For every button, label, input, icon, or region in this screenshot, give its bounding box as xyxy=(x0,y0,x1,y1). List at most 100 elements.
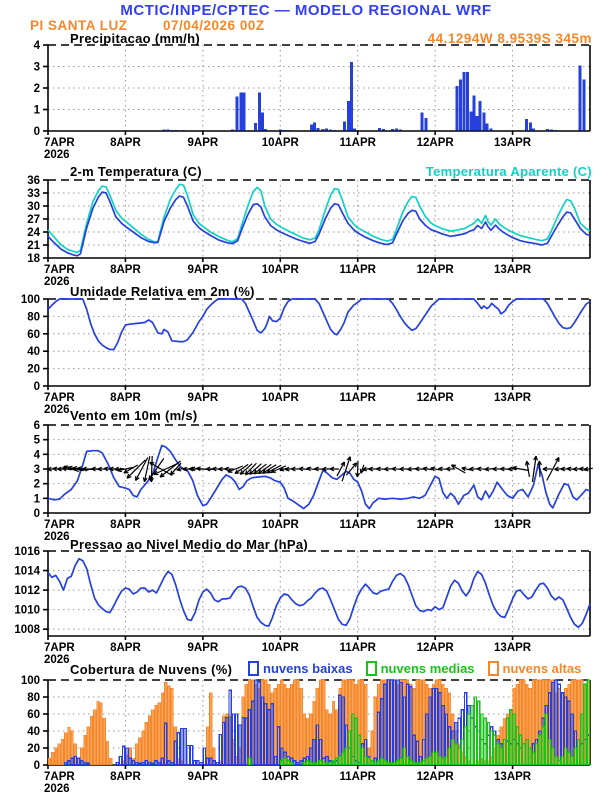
svg-text:8APR: 8APR xyxy=(110,392,141,404)
svg-text:10APR: 10APR xyxy=(262,642,300,654)
svg-text:21: 21 xyxy=(27,240,40,252)
svg-text:5: 5 xyxy=(34,435,41,447)
svg-text:9APR: 9APR xyxy=(188,642,219,654)
page-title: MCTIC/INPE/CPTEC — MODELO REGIONAL WRF xyxy=(120,2,492,19)
svg-text:18: 18 xyxy=(27,253,40,265)
svg-text:100: 100 xyxy=(21,294,40,306)
low-clouds-swatch-icon xyxy=(248,661,259,676)
svg-text:40: 40 xyxy=(27,726,40,738)
svg-text:13APR: 13APR xyxy=(494,519,532,531)
svg-text:8APR: 8APR xyxy=(110,642,141,654)
high-clouds-label: nuvens altas xyxy=(502,661,582,676)
svg-text:20: 20 xyxy=(27,364,40,376)
svg-text:27: 27 xyxy=(27,214,40,226)
svg-text:0: 0 xyxy=(34,126,40,138)
panel-title-temperature: 2-m Temperatura (C) xyxy=(70,164,202,179)
legend-high-clouds: nuvens altas xyxy=(487,661,582,676)
svg-text:36: 36 xyxy=(27,175,40,187)
svg-text:7APR: 7APR xyxy=(44,137,75,149)
svg-text:2: 2 xyxy=(34,83,40,95)
svg-text:0: 0 xyxy=(34,760,40,772)
svg-text:24: 24 xyxy=(27,227,40,239)
svg-text:11APR: 11APR xyxy=(339,392,376,404)
svg-text:80: 80 xyxy=(27,692,40,704)
low-clouds-label: nuvens baixas xyxy=(263,661,353,676)
svg-text:8APR: 8APR xyxy=(110,264,141,276)
svg-text:7APR: 7APR xyxy=(44,264,75,276)
svg-text:7APR: 7APR xyxy=(44,392,75,404)
panel-title-humidity: Umidade Relativa em 2m (%) xyxy=(70,284,255,299)
svg-text:0: 0 xyxy=(34,381,40,393)
svg-text:8APR: 8APR xyxy=(110,519,141,531)
svg-text:33: 33 xyxy=(27,188,40,200)
svg-text:13APR: 13APR xyxy=(494,264,532,276)
svg-text:6: 6 xyxy=(34,420,40,432)
svg-text:2026: 2026 xyxy=(44,531,70,543)
svg-text:2026: 2026 xyxy=(44,276,70,288)
svg-text:12APR: 12APR xyxy=(417,519,455,531)
svg-text:1010: 1010 xyxy=(14,605,40,617)
svg-text:100: 100 xyxy=(21,675,40,687)
svg-text:12APR: 12APR xyxy=(417,771,455,783)
svg-text:13APR: 13APR xyxy=(494,771,532,783)
svg-text:9APR: 9APR xyxy=(188,264,219,276)
svg-text:8APR: 8APR xyxy=(110,771,141,783)
svg-text:1014: 1014 xyxy=(14,566,40,578)
svg-text:20: 20 xyxy=(27,743,40,755)
svg-text:1: 1 xyxy=(34,105,41,117)
wind-vectors xyxy=(47,455,593,483)
high-clouds-swatch-icon xyxy=(487,661,499,676)
svg-text:10APR: 10APR xyxy=(262,392,300,404)
mid-clouds-label: nuvens medias xyxy=(380,661,475,676)
svg-text:1008: 1008 xyxy=(14,624,40,636)
svg-text:11APR: 11APR xyxy=(339,642,376,654)
cloud-legend: nuvens baixas nuvens medias nuvens altas xyxy=(248,661,581,676)
svg-text:80: 80 xyxy=(27,311,40,323)
svg-text:13APR: 13APR xyxy=(494,137,532,149)
panel-title-pressure: Pressao ao Nivel Medio do Mar (hPa) xyxy=(70,537,309,552)
svg-text:60: 60 xyxy=(27,709,40,721)
svg-text:7APR: 7APR xyxy=(44,642,75,654)
svg-text:12APR: 12APR xyxy=(417,264,455,276)
svg-text:1: 1 xyxy=(34,493,41,505)
svg-text:40: 40 xyxy=(27,346,40,358)
svg-text:0: 0 xyxy=(34,508,40,520)
svg-text:2026: 2026 xyxy=(44,783,70,792)
cloud-series-blue xyxy=(63,679,591,766)
svg-text:2026: 2026 xyxy=(44,149,70,161)
svg-text:1016: 1016 xyxy=(14,546,40,558)
svg-text:2026: 2026 xyxy=(44,654,70,666)
svg-text:8APR: 8APR xyxy=(110,137,141,149)
svg-text:10APR: 10APR xyxy=(262,137,300,149)
legend-apparent-temperature: Temperatura Aparente (C) xyxy=(425,164,592,179)
legend-low-clouds: nuvens baixas xyxy=(248,661,353,676)
svg-text:13APR: 13APR xyxy=(494,642,532,654)
svg-text:11APR: 11APR xyxy=(339,264,376,276)
svg-text:7APR: 7APR xyxy=(44,519,75,531)
svg-text:4: 4 xyxy=(34,40,41,52)
svg-text:60: 60 xyxy=(27,329,40,341)
svg-text:9APR: 9APR xyxy=(188,519,219,531)
svg-text:12APR: 12APR xyxy=(417,642,455,654)
svg-text:7APR: 7APR xyxy=(44,771,75,783)
legend-mid-clouds: nuvens medias xyxy=(365,661,475,676)
svg-text:3: 3 xyxy=(34,464,40,476)
svg-text:10APR: 10APR xyxy=(262,771,300,783)
run-datetime: 07/04/2026 00Z xyxy=(163,18,265,33)
location-coords: 44.1294W 8.9539S 345m xyxy=(427,31,592,46)
svg-text:10APR: 10APR xyxy=(262,519,300,531)
svg-text:9APR: 9APR xyxy=(188,771,219,783)
svg-text:3: 3 xyxy=(34,62,40,74)
mid-clouds-swatch-icon xyxy=(365,661,377,676)
svg-text:4: 4 xyxy=(34,449,41,461)
svg-text:12APR: 12APR xyxy=(417,392,455,404)
svg-text:9APR: 9APR xyxy=(188,137,219,149)
